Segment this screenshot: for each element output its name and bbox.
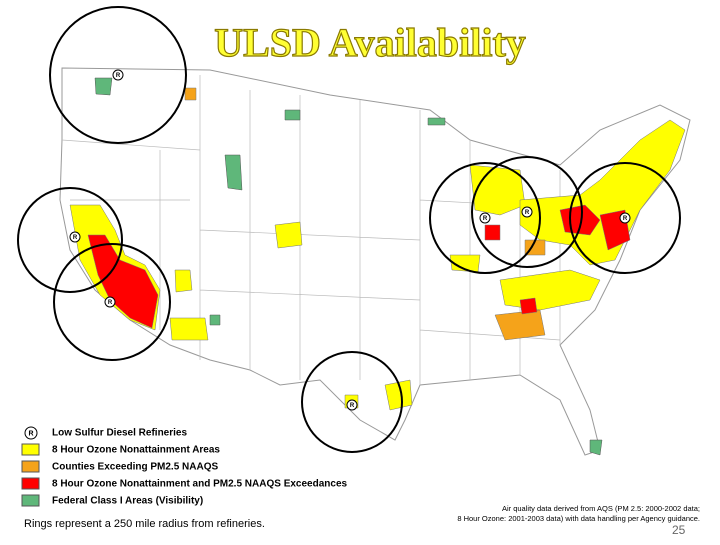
us-map: R R R R R R R bbox=[17, 6, 691, 456]
source-note: 8 Hour Ozone: 2001-2003 data) with data … bbox=[457, 514, 700, 523]
legend-label: 8 Hour Ozone Nonattainment and PM2.5 NAA… bbox=[52, 479, 348, 490]
title: ULSD Availability bbox=[214, 20, 526, 65]
source-note: Air quality data derived from AQS (PM 2.… bbox=[502, 504, 700, 513]
rings-note: Rings represent a 250 mile radius from r… bbox=[24, 518, 265, 530]
svg-text:R: R bbox=[73, 235, 78, 241]
svg-text:R: R bbox=[525, 210, 530, 216]
svg-text:R: R bbox=[116, 73, 121, 79]
legend: R Low Sulfur Diesel Refineries 8 Hour Oz… bbox=[21, 426, 348, 507]
svg-text:R: R bbox=[28, 430, 33, 437]
svg-text:R: R bbox=[108, 300, 113, 306]
svg-text:R: R bbox=[350, 403, 355, 409]
svg-text:R: R bbox=[483, 216, 488, 222]
legend-label: Federal Class I Areas (Visibility) bbox=[52, 496, 203, 507]
legend-label: Counties Exceeding PM2.5 NAAQS bbox=[52, 462, 218, 473]
legend-label: 8 Hour Ozone Nonattainment Areas bbox=[52, 445, 220, 456]
page-number: 25 bbox=[672, 523, 686, 537]
svg-text:R: R bbox=[623, 216, 628, 222]
legend-label: Low Sulfur Diesel Refineries bbox=[52, 428, 187, 439]
